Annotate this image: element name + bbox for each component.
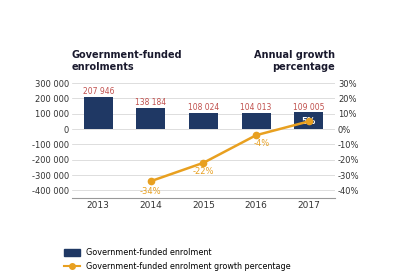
Bar — [136, 108, 165, 129]
Text: 108 024: 108 024 — [188, 103, 219, 112]
Text: Government-funded
enrolments: Government-funded enrolments — [72, 50, 182, 72]
Text: 104 013: 104 013 — [241, 103, 272, 112]
Bar — [84, 97, 113, 129]
Text: 109 005: 109 005 — [293, 103, 324, 112]
Bar — [242, 113, 271, 129]
Text: -22%: -22% — [193, 167, 214, 176]
Text: 207 946: 207 946 — [83, 87, 114, 97]
Legend: Government-funded enrolment, Government-funded enrolment growth percentage: Government-funded enrolment, Government-… — [64, 248, 291, 271]
Bar — [189, 112, 218, 129]
Text: -4%: -4% — [253, 139, 269, 148]
Text: -34%: -34% — [140, 186, 162, 196]
Bar — [294, 112, 323, 129]
Text: 5%: 5% — [302, 117, 316, 126]
Text: 138 184: 138 184 — [135, 98, 166, 107]
Text: Annual growth
percentage: Annual growth percentage — [254, 50, 335, 72]
